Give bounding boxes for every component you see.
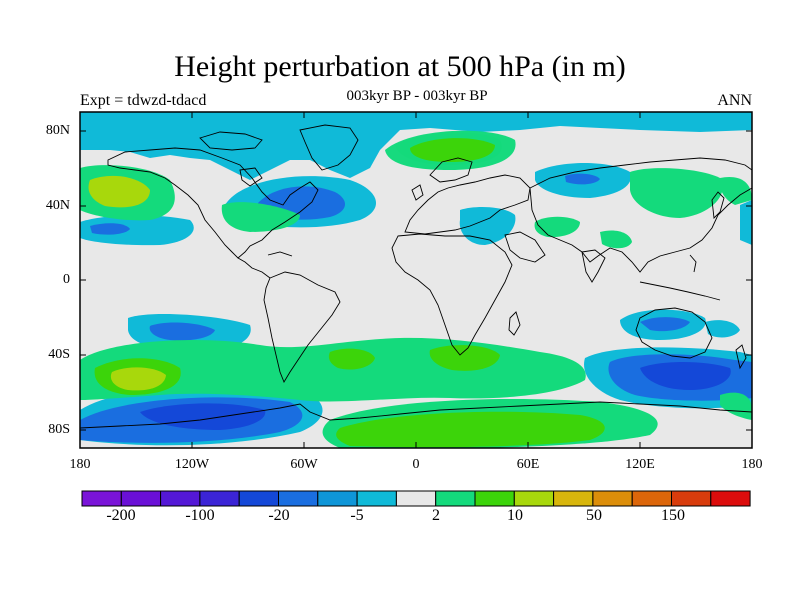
coast-indonesia xyxy=(639,281,721,301)
coast-europe xyxy=(404,174,531,235)
coast-south-america xyxy=(263,271,341,384)
lat-label: 40N xyxy=(45,198,70,213)
lat-label: 0 xyxy=(63,272,70,287)
season-label: ANN xyxy=(717,92,752,109)
colorbar-label: -5 xyxy=(350,507,364,524)
lon-label: 180 xyxy=(69,457,91,472)
lon-label: 60E xyxy=(516,457,540,472)
colorbar-label: -200 xyxy=(106,507,136,524)
coast-hudson xyxy=(239,167,263,187)
coast-philippines xyxy=(689,254,697,273)
coast-antarctica xyxy=(80,401,752,429)
map-title: Height perturbation at 500 hPa (in m) xyxy=(174,50,626,83)
coast-greenland xyxy=(299,124,359,171)
map-subtitle: 003kyr BP - 003kyr BP xyxy=(346,88,488,104)
europe-small-negative xyxy=(459,207,516,245)
pacific-ne-negative-core xyxy=(90,223,130,235)
australia-negative-core xyxy=(640,317,690,332)
colorbar-swatch xyxy=(395,490,437,507)
colorbar-swatch xyxy=(238,490,279,507)
lon-label: 0 xyxy=(412,457,420,472)
colorbar-label: -100 xyxy=(185,507,215,524)
central-asia-positive xyxy=(630,168,723,218)
coast-arabia xyxy=(504,231,546,263)
south-indian-positive-core xyxy=(429,345,500,371)
colorbar-swatch xyxy=(513,490,555,507)
colorbar-label: 10 xyxy=(507,507,523,524)
colorbar-label: -20 xyxy=(268,507,290,524)
lat-ticks xyxy=(80,130,752,431)
colorbar-swatch xyxy=(278,490,319,507)
coast-india xyxy=(581,249,606,283)
south-pacific-positive-max xyxy=(110,367,166,391)
colorbar-swatch xyxy=(474,490,515,507)
coast-canadian-arctic xyxy=(199,131,263,151)
north-pacific-positive-core xyxy=(88,175,150,208)
arctic-europe-positive-core xyxy=(410,138,495,162)
coast-madagascar xyxy=(508,311,521,336)
lon-ticks xyxy=(191,112,641,448)
lon-label: 120W xyxy=(174,457,210,472)
colorbar-swatch xyxy=(553,490,594,507)
colorbar-label: 50 xyxy=(586,507,602,524)
colorbar-swatch xyxy=(356,490,397,507)
colorbar-swatch xyxy=(592,490,633,507)
arctic-negative-region xyxy=(80,112,752,180)
colorbar-swatch xyxy=(317,490,358,507)
tasman-negative xyxy=(705,320,740,338)
coast-scandinavia xyxy=(429,157,473,183)
colorbar-swatch xyxy=(160,490,201,507)
colorbar-label: 150 xyxy=(661,507,685,524)
southern-indian-negative-core xyxy=(640,362,731,390)
coast-japan xyxy=(711,191,725,219)
siberia-negative-core xyxy=(565,173,600,185)
south-pacific-negative-core xyxy=(149,322,215,341)
lon-label: 120E xyxy=(625,457,655,472)
coast-asia xyxy=(529,157,752,273)
colorbar-swatch xyxy=(631,490,673,507)
africa-north-positive xyxy=(534,216,580,238)
coast-north-america xyxy=(107,147,319,259)
coast-caribbean xyxy=(267,251,293,257)
colorbar-swatch xyxy=(120,490,162,507)
southern-ocean-negative-core xyxy=(140,403,266,430)
lon-label: 180 xyxy=(741,457,763,472)
coastlines xyxy=(80,124,752,429)
lat-label: 40S xyxy=(48,347,70,362)
south-atlantic-positive-core xyxy=(328,348,375,370)
experiment-label: Expt = tdwzd-tdacd xyxy=(80,92,207,109)
colorbar-swatch xyxy=(671,490,712,507)
antarctica-positive-core xyxy=(336,411,605,448)
central-asia-positive-2 xyxy=(719,177,752,205)
colorbar-swatch xyxy=(710,490,751,507)
colorbar-swatch xyxy=(81,490,122,507)
coast-new-zealand xyxy=(735,344,747,370)
lon-label: 60W xyxy=(290,457,318,472)
east-asia-negative xyxy=(740,200,752,245)
pacific-ne-negative xyxy=(80,215,194,246)
coast-britain xyxy=(411,184,424,201)
coast-central-america xyxy=(237,257,271,279)
coast-africa xyxy=(391,233,513,356)
southern-east-positive xyxy=(720,392,752,420)
contour-field xyxy=(80,112,752,448)
colorbar-swatch xyxy=(199,490,240,507)
lat-label: 80N xyxy=(45,123,70,138)
coast-australia xyxy=(635,307,713,359)
colorbar-swatch xyxy=(435,490,476,507)
lat-label: 80S xyxy=(48,422,70,437)
india-positive xyxy=(600,230,632,249)
colorbar xyxy=(81,490,751,507)
colorbar-label: 2 xyxy=(432,507,440,524)
